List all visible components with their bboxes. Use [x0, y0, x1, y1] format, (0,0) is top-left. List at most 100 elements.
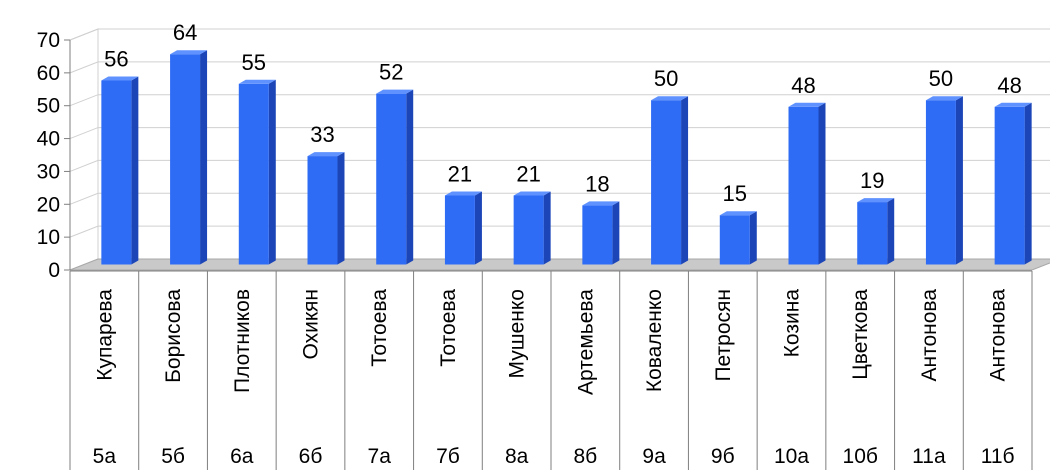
- category-class-label: 8а: [505, 445, 529, 468]
- data-label: 19: [860, 168, 884, 193]
- category-class-label: 10б: [843, 445, 878, 468]
- bar: [307, 152, 345, 265]
- bar-top: [582, 201, 620, 206]
- bar-side: [543, 191, 551, 265]
- category-name-label: Борисова: [162, 289, 185, 383]
- bar-top: [101, 76, 139, 81]
- data-label: 50: [654, 66, 678, 91]
- bar-front: [925, 100, 956, 265]
- bar-side: [955, 96, 963, 265]
- bar: [788, 102, 826, 265]
- category-class-label: 6б: [299, 445, 323, 468]
- bar-front: [719, 215, 750, 265]
- gridline: [69, 159, 1050, 172]
- category-name-label: Антонова: [987, 289, 1010, 382]
- category-class-label: 8б: [573, 445, 597, 468]
- data-label: 15: [723, 181, 747, 206]
- bar-front: [238, 83, 269, 265]
- category-class-label: 11а: [912, 445, 946, 468]
- bar-top: [719, 211, 757, 216]
- chart-floor: [69, 258, 1050, 271]
- bar-front: [307, 156, 338, 265]
- bar-top: [513, 191, 551, 196]
- category-name-label: Охикян: [300, 289, 323, 360]
- y-tick-label: 60: [37, 62, 60, 85]
- category-name-label: Антонова: [918, 289, 941, 382]
- data-label: 55: [242, 50, 266, 75]
- data-label: 48: [791, 73, 815, 98]
- bar-front: [788, 106, 819, 265]
- y-tick-label: 50: [37, 95, 60, 118]
- category-class-label: 5а: [93, 445, 117, 468]
- category-class-label: 11б: [981, 445, 1015, 468]
- bar-side: [612, 201, 620, 265]
- bar-side: [1024, 102, 1032, 265]
- category-name-label: Козина: [781, 289, 804, 358]
- bar-front: [101, 80, 132, 265]
- bar: [925, 96, 963, 265]
- bar-front: [444, 195, 475, 265]
- y-tick-label: 70: [37, 29, 60, 52]
- bar-top: [307, 152, 345, 157]
- bar-side: [681, 96, 689, 265]
- bar-top: [857, 198, 895, 203]
- category-name-label: Мушенко: [506, 289, 529, 378]
- data-label: 21: [516, 162, 540, 187]
- category-class-label: 9а: [642, 445, 666, 468]
- gridline: [69, 61, 1050, 74]
- bar-top: [376, 89, 414, 94]
- bar: [376, 89, 414, 265]
- bar-front: [994, 106, 1025, 265]
- category-name-label: Коваленко: [643, 289, 666, 392]
- bar: [651, 96, 689, 265]
- bar-top: [444, 191, 482, 196]
- bar: [170, 50, 208, 265]
- y-tick-label: 30: [37, 160, 60, 183]
- gridline: [69, 127, 1050, 140]
- data-label: 50: [929, 66, 953, 91]
- y-tick-label: 40: [37, 128, 60, 151]
- bar-side: [268, 79, 276, 265]
- category-name-label: Артемьева: [574, 289, 597, 395]
- bar-front: [376, 93, 407, 265]
- bar-side: [337, 152, 345, 265]
- category-class-label: 5б: [161, 445, 185, 468]
- bar-front: [857, 202, 888, 265]
- gridline: [69, 94, 1050, 107]
- bar-side: [818, 102, 826, 265]
- category-name-label: Тотоева: [437, 289, 460, 367]
- bar-top: [170, 50, 208, 55]
- bar-top: [925, 96, 963, 101]
- category-class-label: 10а: [774, 445, 809, 468]
- data-label: 48: [997, 73, 1021, 98]
- bar-top: [651, 96, 689, 101]
- data-label: 18: [585, 171, 609, 196]
- category-class-label: 7а: [368, 445, 392, 468]
- bar-side: [887, 198, 895, 265]
- bar-side: [406, 89, 414, 265]
- bar-side: [749, 211, 757, 265]
- bar-front: [582, 205, 613, 265]
- bar-side: [200, 50, 208, 265]
- side-wall: [69, 28, 99, 271]
- bar: [444, 191, 482, 265]
- data-label: 33: [310, 122, 334, 147]
- data-label: 64: [173, 20, 197, 45]
- category-class-label: 9б: [711, 445, 735, 468]
- category-name-label: Тотоева: [368, 289, 391, 367]
- gridline: [69, 225, 1050, 238]
- category-name-label: Цветкова: [849, 289, 872, 380]
- bar-top: [994, 102, 1032, 107]
- bar: [582, 201, 620, 265]
- y-tick-label: 20: [37, 193, 60, 216]
- y-tick-label: 0: [48, 259, 60, 282]
- gridline: [69, 28, 1050, 41]
- bar-top: [788, 102, 826, 107]
- data-label: 56: [104, 47, 128, 72]
- category-name-label: Купарева: [93, 289, 116, 381]
- bar-front: [651, 100, 682, 265]
- data-label: 21: [448, 162, 472, 187]
- y-tick-label: 10: [37, 226, 60, 249]
- bar: [857, 198, 895, 265]
